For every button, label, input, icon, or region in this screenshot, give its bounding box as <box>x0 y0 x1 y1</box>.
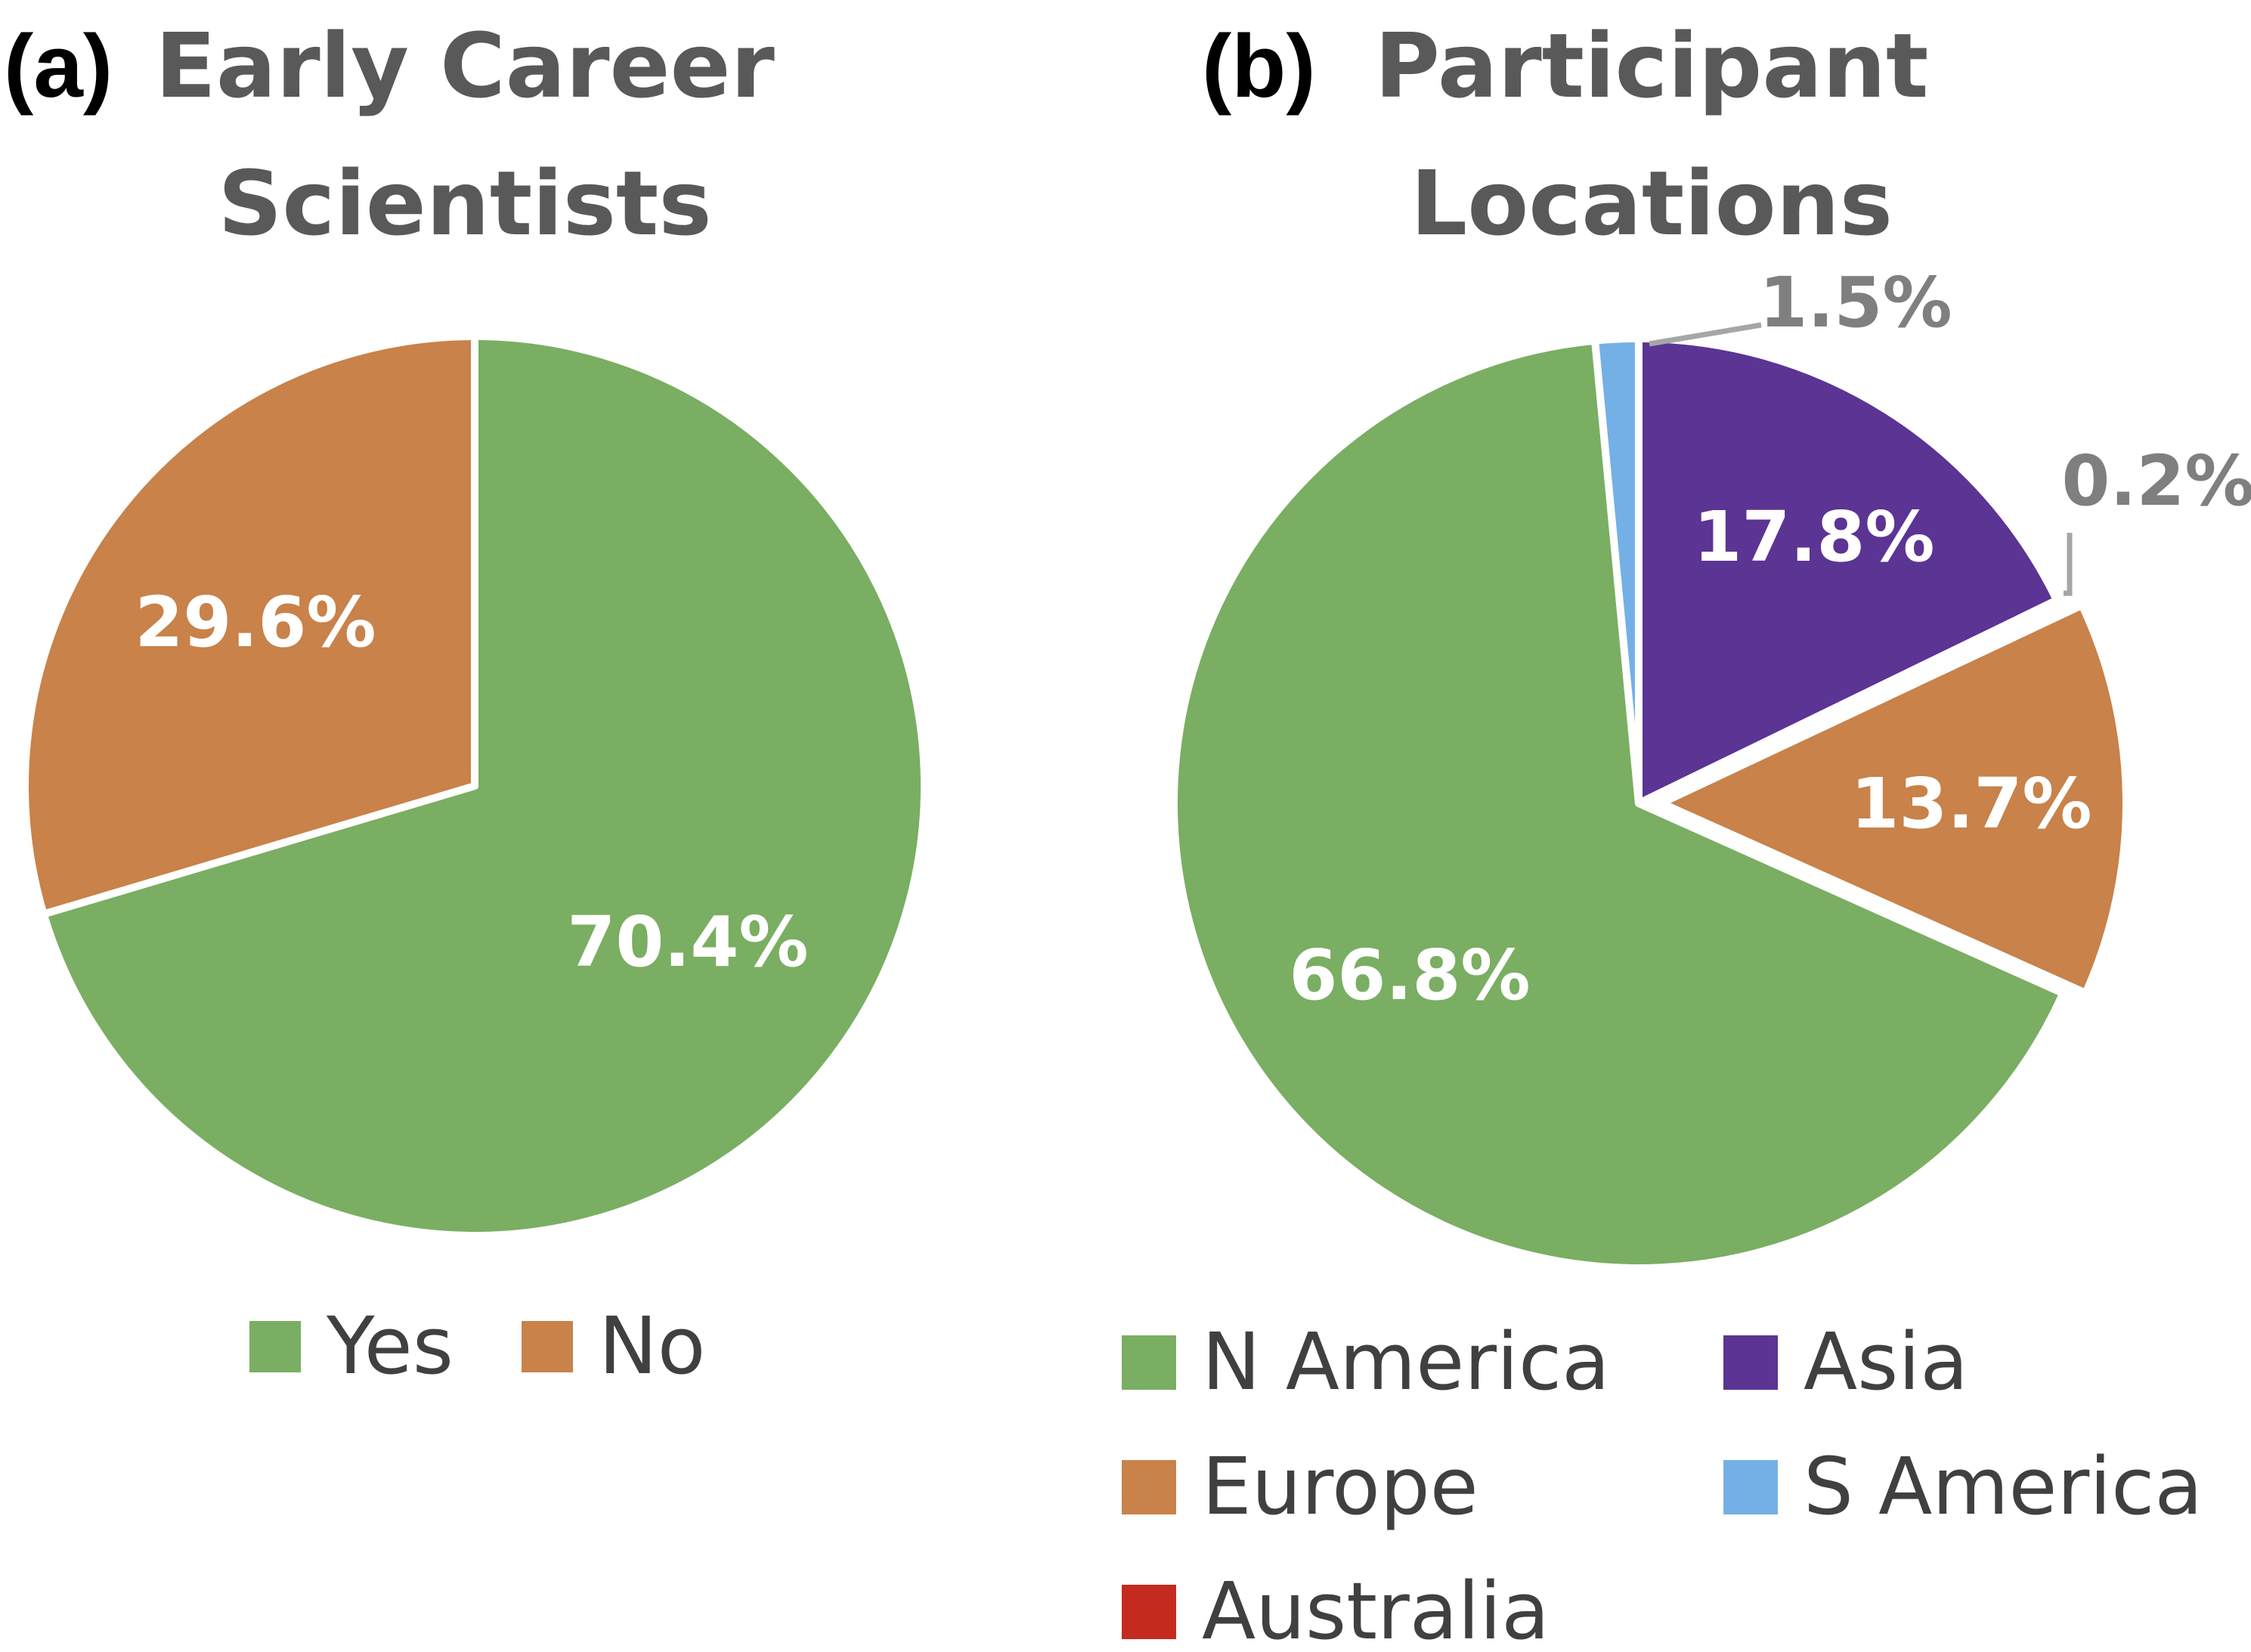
legend-a-swatch-no <box>522 1321 573 1372</box>
pie-b-slice-n-america <box>1170 336 2067 1272</box>
legend-a-swatch-yes <box>249 1321 301 1372</box>
leader-line-s-america <box>1649 322 1762 347</box>
panel-b-title-line2: Locations <box>1410 151 1893 255</box>
pie-b-label-s-america: 1.5% <box>1759 262 1952 343</box>
pie-a-slice-no <box>21 333 478 918</box>
panel-a: (a) Early Career Scientists 70.4% 29.6% … <box>4 14 928 1392</box>
legend-b-swatch-europe <box>1122 1460 1176 1514</box>
pie-a-slice-yes <box>39 333 928 1239</box>
panel-b-label: (b) <box>1202 17 1316 116</box>
pie-b-label-n-america: 66.8% <box>1289 935 1530 1016</box>
pie-b-label-australia: 0.2% <box>2061 441 2251 521</box>
legend-a-label-yes: Yes <box>326 1300 454 1392</box>
pie-a <box>21 333 928 1239</box>
leader-line-australia <box>2064 533 2073 596</box>
pie-a-label-yes: 70.4% <box>567 902 808 982</box>
legend-a: Yes No <box>249 1300 705 1392</box>
legend-b-label-europe: Europe <box>1202 1440 1478 1533</box>
legend-b-label-asia: Asia <box>1804 1316 1968 1408</box>
pie-b <box>1170 335 2130 1272</box>
pie-b-slice-asia <box>1635 335 2061 807</box>
pie-b-labels: 17.8% 0.2% 13.7% 66.8% 1.5% <box>1289 262 2251 1016</box>
pie-b-slice-s-america <box>1591 335 1643 807</box>
pie-b-leader-lines <box>1649 322 2073 596</box>
legend-b: N America Asia Europe S America Australi… <box>1122 1316 2203 1652</box>
legend-b-swatch-n-america <box>1122 1335 1176 1390</box>
pie-b-label-europe: 13.7% <box>1850 763 2092 844</box>
panel-a-label: (a) <box>4 17 113 116</box>
pie-b-slice-australia <box>1635 596 2064 807</box>
panel-b-title-line1: Participant <box>1375 14 1929 118</box>
legend-b-swatch-s-america <box>1723 1460 1778 1514</box>
pie-b-slice-europe <box>1658 601 2130 998</box>
legend-b-label-australia: Australia <box>1202 1565 1550 1652</box>
pie-a-label-no: 29.6% <box>135 582 376 663</box>
legend-b-swatch-asia <box>1723 1335 1778 1390</box>
legend-b-label-s-america: S America <box>1804 1440 2203 1533</box>
panel-a-title-line2: Scientists <box>218 151 711 255</box>
legend-a-label-no: No <box>599 1300 705 1392</box>
legend-b-swatch-australia <box>1122 1585 1176 1639</box>
panel-b: (b) Participant Locations 17.8% 0.2% 13.… <box>1122 14 2251 1652</box>
legend-b-label-n-america: N America <box>1202 1316 1610 1408</box>
panel-a-title-line1: Early Career <box>155 14 775 118</box>
pie-a-labels: 70.4% 29.6% <box>135 582 808 982</box>
pie-b-label-asia: 17.8% <box>1693 497 1934 577</box>
